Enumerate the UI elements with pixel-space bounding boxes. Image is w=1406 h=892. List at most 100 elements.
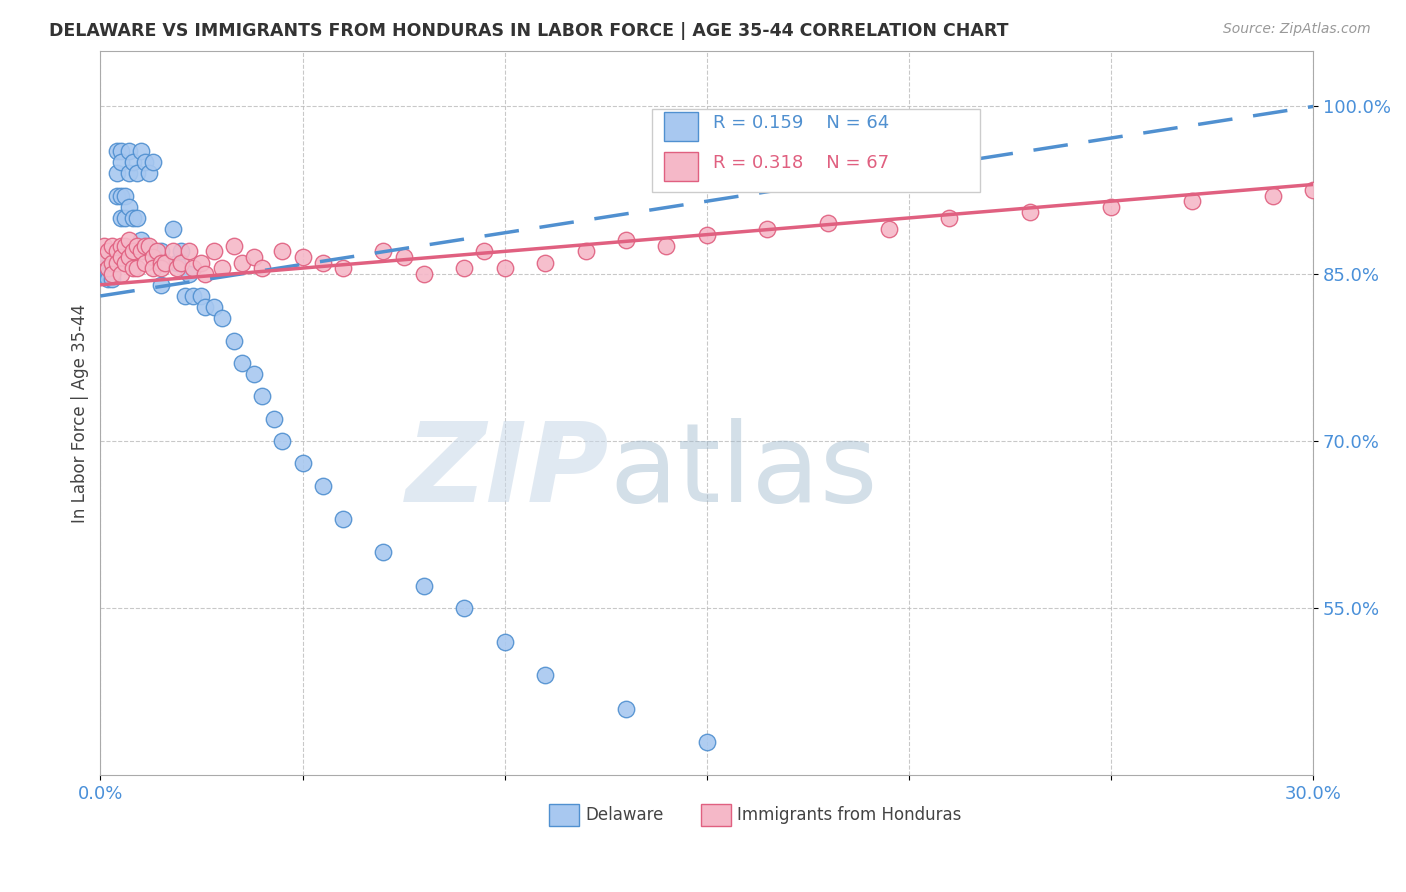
Text: Source: ZipAtlas.com: Source: ZipAtlas.com: [1223, 22, 1371, 37]
Bar: [665, 153, 699, 181]
Point: [412, 267, 434, 281]
Point: [817, 217, 839, 231]
Y-axis label: In Labor Force | Age 35-44: In Labor Force | Age 35-44: [72, 303, 89, 523]
Point: [93, 250, 115, 264]
Point: [142, 155, 165, 169]
Point: [118, 250, 141, 264]
Point: [162, 244, 184, 259]
Point: [1261, 188, 1284, 202]
Point: [211, 261, 233, 276]
Point: [121, 261, 143, 276]
Point: [114, 188, 136, 202]
Point: [271, 434, 294, 448]
Point: [125, 239, 148, 253]
Point: [150, 244, 173, 259]
Point: [118, 144, 141, 158]
Point: [105, 188, 128, 202]
Point: [938, 211, 960, 225]
Bar: [700, 805, 731, 826]
Point: [118, 166, 141, 180]
Point: [93, 239, 115, 253]
Point: [101, 267, 124, 281]
Text: DELAWARE VS IMMIGRANTS FROM HONDURAS IN LABOR FORCE | AGE 35-44 CORRELATION CHAR: DELAWARE VS IMMIGRANTS FROM HONDURAS IN …: [49, 22, 1008, 40]
Point: [877, 222, 900, 236]
Point: [312, 478, 335, 492]
Point: [194, 300, 217, 314]
Point: [494, 261, 516, 276]
Point: [291, 250, 314, 264]
Point: [97, 261, 120, 276]
Point: [101, 261, 124, 276]
Point: [101, 272, 124, 286]
Point: [97, 267, 120, 281]
Point: [231, 255, 253, 269]
Point: [134, 239, 156, 253]
Point: [114, 239, 136, 253]
Point: [271, 244, 294, 259]
Point: [105, 255, 128, 269]
Point: [101, 255, 124, 269]
Point: [453, 261, 475, 276]
Point: [114, 211, 136, 225]
Bar: [665, 112, 699, 141]
Point: [174, 289, 197, 303]
Point: [105, 144, 128, 158]
Point: [202, 244, 225, 259]
Point: [1302, 183, 1324, 197]
Point: [534, 255, 557, 269]
Point: [179, 244, 201, 259]
Point: [696, 227, 718, 242]
Point: [190, 289, 212, 303]
Point: [183, 261, 205, 276]
Point: [412, 579, 434, 593]
Point: [142, 261, 165, 276]
Point: [202, 300, 225, 314]
Point: [138, 239, 160, 253]
Point: [250, 261, 273, 276]
Point: [93, 261, 115, 276]
Point: [114, 255, 136, 269]
Point: [125, 211, 148, 225]
Text: R = 0.159    N = 64: R = 0.159 N = 64: [713, 114, 889, 132]
Point: [129, 233, 152, 247]
Point: [138, 166, 160, 180]
Point: [392, 250, 415, 264]
Point: [332, 261, 354, 276]
Point: [312, 255, 335, 269]
Point: [170, 244, 193, 259]
Point: [110, 188, 132, 202]
Point: [1099, 200, 1122, 214]
Point: [134, 244, 156, 259]
Point: [101, 239, 124, 253]
Point: [166, 261, 188, 276]
Point: [121, 211, 143, 225]
Point: [150, 277, 173, 292]
Point: [118, 233, 141, 247]
Point: [373, 545, 395, 559]
Point: [243, 367, 266, 381]
Text: ZIP: ZIP: [406, 417, 610, 524]
Point: [453, 601, 475, 615]
Point: [756, 222, 779, 236]
Point: [110, 211, 132, 225]
Point: [93, 255, 115, 269]
FancyBboxPatch shape: [652, 109, 980, 192]
Point: [166, 255, 188, 269]
Point: [110, 250, 132, 264]
Point: [211, 311, 233, 326]
Point: [134, 255, 156, 269]
Point: [332, 512, 354, 526]
Point: [614, 233, 637, 247]
Point: [110, 239, 132, 253]
Point: [291, 456, 314, 470]
Point: [146, 244, 169, 259]
Point: [183, 289, 205, 303]
Point: [194, 267, 217, 281]
Point: [250, 389, 273, 403]
Point: [105, 166, 128, 180]
Point: [614, 701, 637, 715]
Point: [142, 244, 165, 259]
Point: [574, 244, 596, 259]
Text: Delaware: Delaware: [585, 805, 664, 823]
Point: [534, 668, 557, 682]
